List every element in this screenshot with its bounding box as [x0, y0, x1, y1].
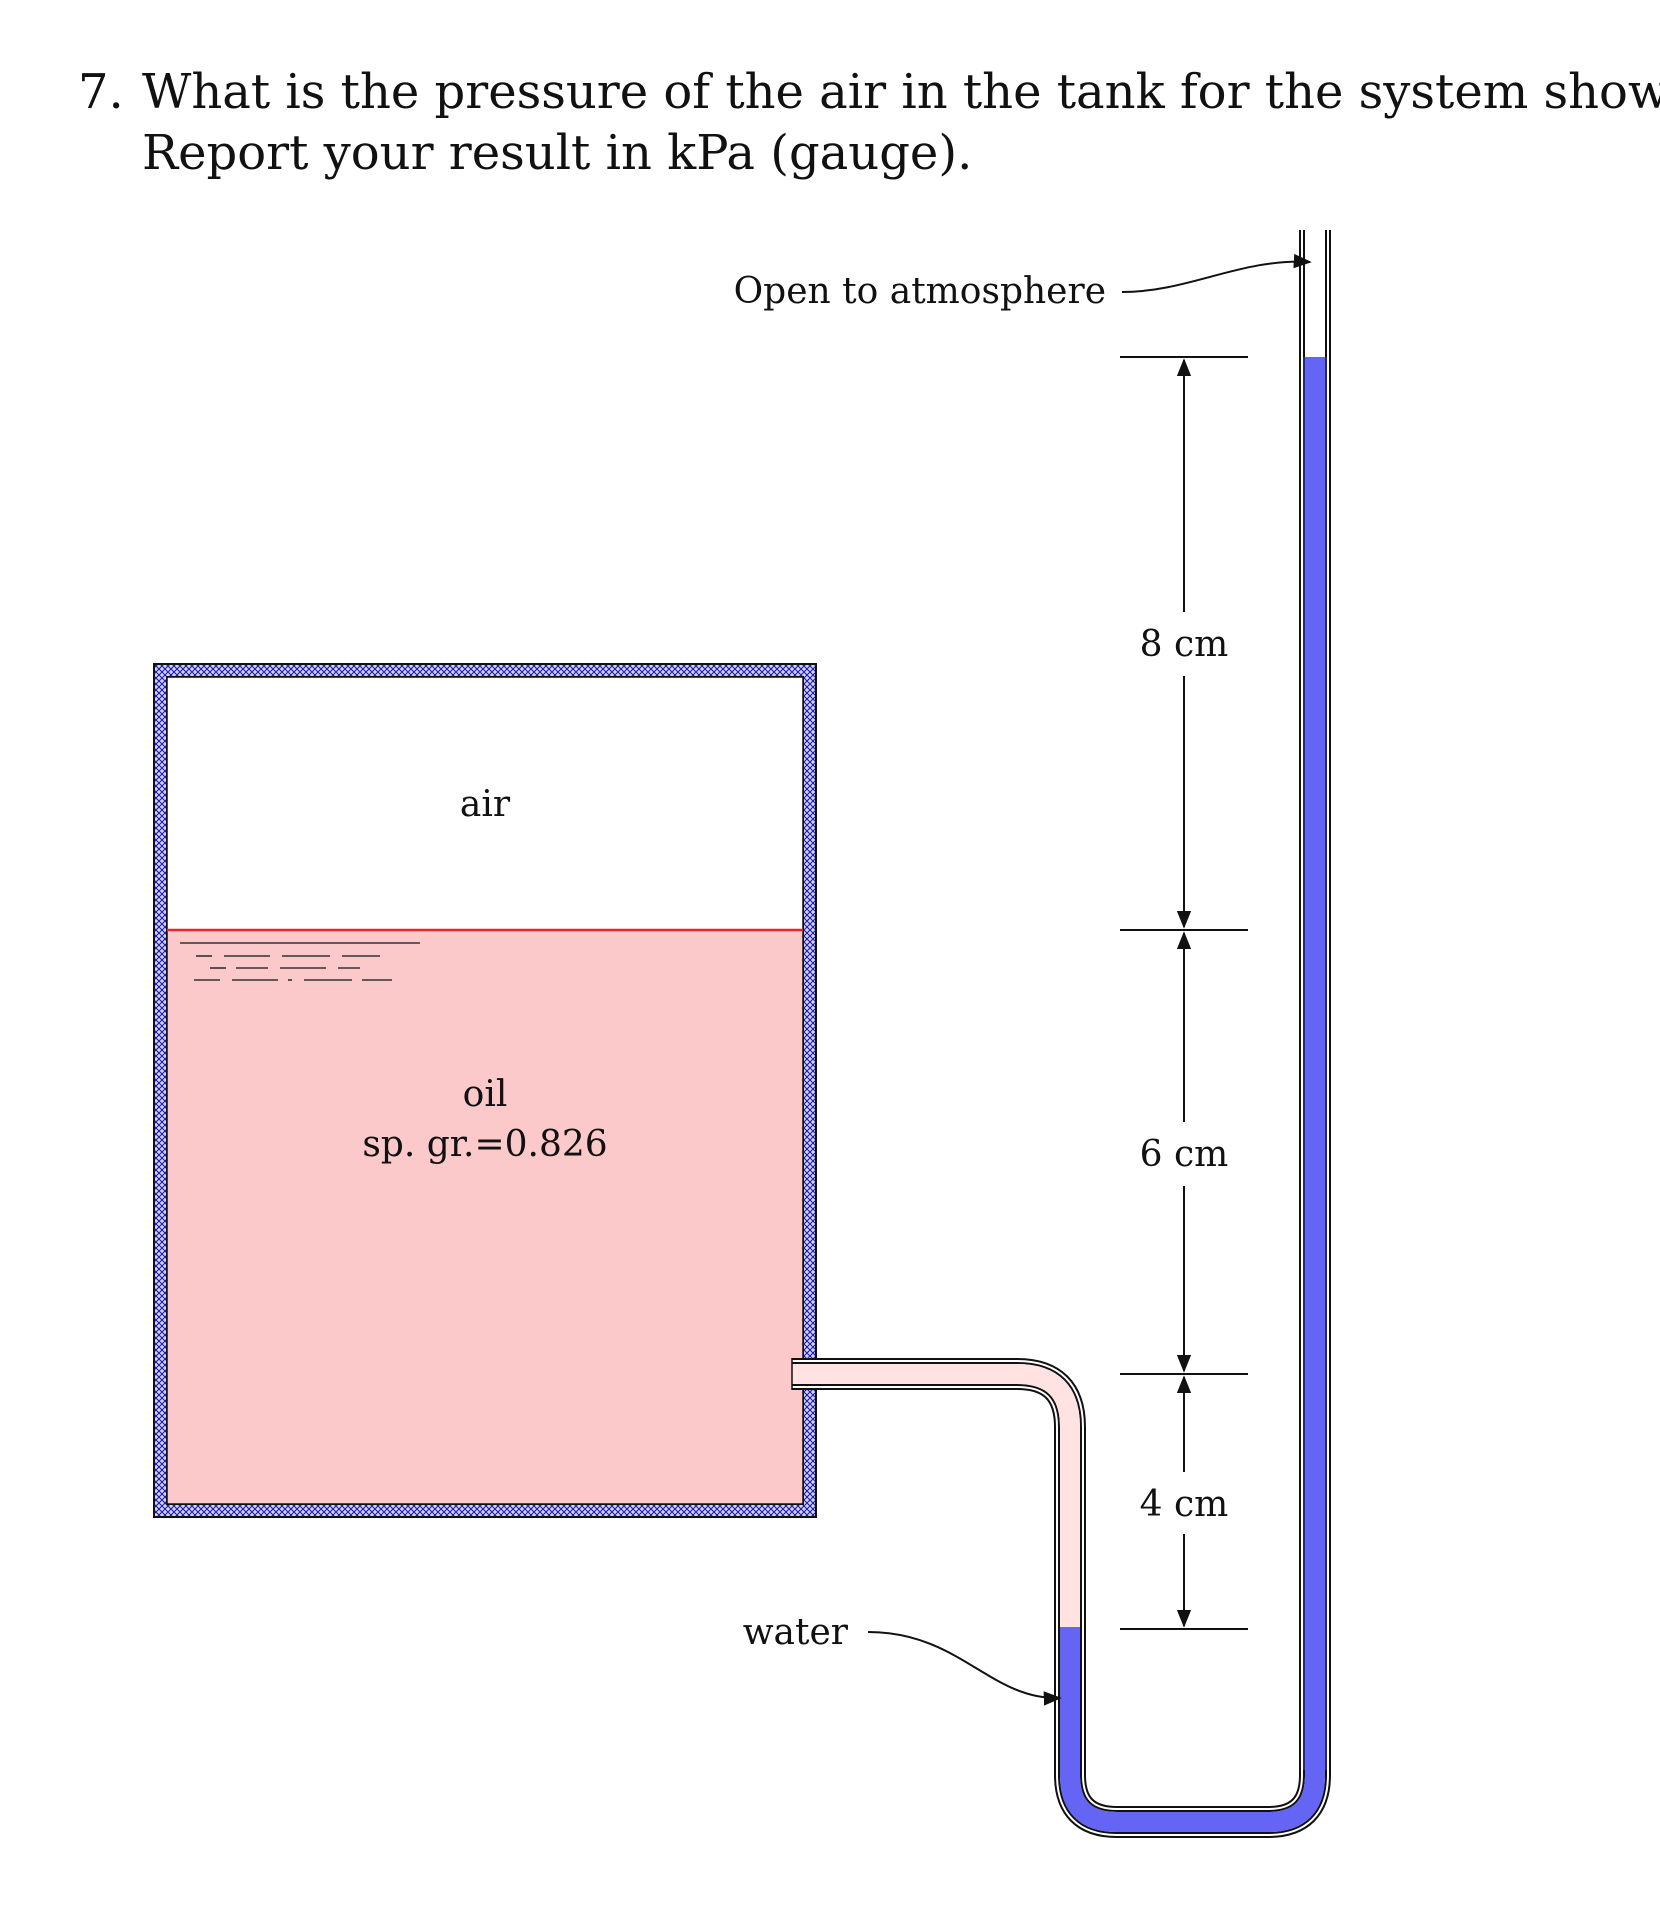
- free-surface-symbol: [180, 942, 420, 981]
- dimension-label-middle: 6 cm: [1140, 1134, 1229, 1175]
- open-to-atmosphere-label: Open to atmosphere: [734, 271, 1106, 312]
- water-column: [1060, 357, 1325, 1832]
- water-label: water: [743, 1612, 849, 1653]
- question-text-line-2: Report your result in kPa (gauge).: [142, 125, 973, 181]
- air-label: air: [460, 784, 511, 825]
- dimension-lines: [1120, 356, 1248, 1630]
- tank: [153, 663, 817, 1518]
- pipe-oil-column: [792, 1364, 1080, 1627]
- atmosphere-leader-arrow: [1121, 253, 1312, 293]
- dimension-label-bottom: 4 cm: [1140, 1484, 1229, 1525]
- oil-label: oil: [463, 1074, 508, 1115]
- manometer-tube: [791, 230, 1331, 1838]
- oil-specific-gravity-label: sp. gr.=0.826: [362, 1124, 607, 1165]
- oil-region: [166, 929, 804, 1505]
- dimension-label-top: 8 cm: [1140, 624, 1229, 665]
- question-text-line-1: What is the pressure of the air in the t…: [142, 64, 1660, 120]
- question-number: 7.: [78, 64, 124, 120]
- water-leader-arrow: [867, 1631, 1062, 1706]
